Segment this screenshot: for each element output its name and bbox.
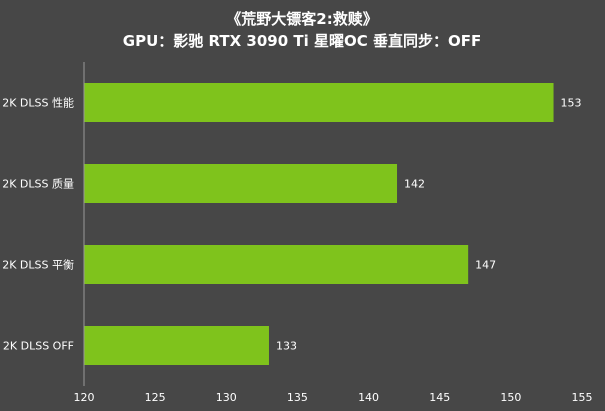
- bar: [84, 245, 469, 284]
- x-tick-label: 135: [287, 391, 308, 404]
- bar: [84, 83, 554, 122]
- category-label: 2K DLSS OFF: [3, 340, 74, 353]
- bar: [84, 164, 398, 203]
- bar: [84, 326, 269, 365]
- category-label: 2K DLSS 质量: [2, 178, 74, 191]
- x-tick-label: 150: [500, 391, 521, 404]
- x-tick-label: 145: [429, 391, 450, 404]
- value-label: 142: [404, 178, 425, 191]
- category-label: 2K DLSS 性能: [2, 96, 74, 110]
- value-label: 133: [276, 340, 297, 353]
- value-label: 153: [561, 97, 582, 110]
- x-tick-label: 130: [216, 391, 237, 404]
- x-tick-label: 155: [572, 391, 593, 404]
- x-tick-label: 140: [358, 391, 379, 404]
- category-label: 2K DLSS 平衡: [2, 259, 74, 272]
- chart-subtitle: GPU：影驰 RTX 3090 Ti 星曜OC 垂直同步：OFF: [123, 32, 481, 50]
- x-tick-label: 120: [74, 391, 95, 404]
- value-label: 147: [475, 259, 496, 272]
- chart-title: 《荒野大镖客2:救赎》: [226, 10, 377, 28]
- x-tick-label: 125: [145, 391, 166, 404]
